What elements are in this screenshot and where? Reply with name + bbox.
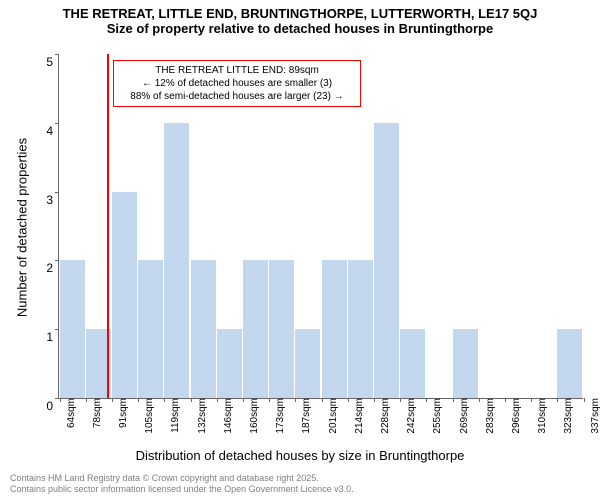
histogram-bar xyxy=(557,329,582,398)
x-tick-mark xyxy=(164,398,165,402)
x-tick-label: 214sqm xyxy=(352,398,365,434)
x-tick-mark xyxy=(60,398,61,402)
y-tick-mark xyxy=(55,260,59,261)
y-tick-label: 0 xyxy=(46,399,59,413)
y-tick-label: 3 xyxy=(46,193,59,207)
x-tick-mark xyxy=(453,398,454,402)
plot-area: THE RETREAT LITTLE END: 89sqm ← 12% of d… xyxy=(58,54,583,399)
x-tick-mark xyxy=(191,398,192,402)
histogram-bar xyxy=(400,329,425,398)
y-tick-mark xyxy=(55,329,59,330)
histogram-bar xyxy=(453,329,478,398)
x-tick-label: 132sqm xyxy=(195,398,208,434)
x-tick-mark xyxy=(322,398,323,402)
x-tick-label: 91sqm xyxy=(116,398,129,428)
x-tick-label: 78sqm xyxy=(90,398,103,428)
y-tick-mark xyxy=(55,398,59,399)
annotation-line-2: ← 12% of detached houses are smaller (3) xyxy=(120,77,354,90)
x-tick-label: 337sqm xyxy=(588,398,600,434)
histogram-bar xyxy=(348,260,373,398)
footer-attribution: Contains HM Land Registry data © Crown c… xyxy=(10,473,354,496)
x-tick-mark xyxy=(505,398,506,402)
footer-line-1: Contains HM Land Registry data © Crown c… xyxy=(10,473,354,485)
marker-annotation: THE RETREAT LITTLE END: 89sqm ← 12% of d… xyxy=(113,60,361,107)
y-tick-label: 4 xyxy=(46,124,59,138)
x-tick-label: 255sqm xyxy=(430,398,443,434)
subject-marker-line xyxy=(107,54,109,398)
x-tick-mark xyxy=(243,398,244,402)
chart-title: THE RETREAT, LITTLE END, BRUNTINGTHORPE,… xyxy=(0,0,600,21)
x-tick-label: 187sqm xyxy=(299,398,312,434)
histogram-bar xyxy=(269,260,294,398)
x-tick-mark xyxy=(531,398,532,402)
x-tick-label: 64sqm xyxy=(64,398,77,428)
x-tick-mark xyxy=(295,398,296,402)
histogram-bar xyxy=(191,260,216,398)
x-tick-label: 119sqm xyxy=(168,398,181,433)
x-tick-mark xyxy=(217,398,218,402)
x-tick-label: 160sqm xyxy=(247,398,260,434)
y-tick-mark xyxy=(55,123,59,124)
histogram-bar xyxy=(374,123,399,398)
x-tick-mark xyxy=(400,398,401,402)
x-tick-mark xyxy=(584,398,585,402)
x-tick-label: 283sqm xyxy=(483,398,496,434)
x-tick-mark xyxy=(269,398,270,402)
x-tick-mark xyxy=(86,398,87,402)
footer-line-2: Contains public sector information licen… xyxy=(10,484,354,496)
y-tick-label: 2 xyxy=(46,261,59,275)
y-tick-mark xyxy=(55,54,59,55)
x-tick-mark xyxy=(138,398,139,402)
x-tick-label: 228sqm xyxy=(378,398,391,434)
y-tick-label: 1 xyxy=(46,330,59,344)
x-tick-label: 105sqm xyxy=(142,398,155,434)
chart-subtitle: Size of property relative to detached ho… xyxy=(0,21,600,36)
x-tick-label: 242sqm xyxy=(404,398,417,434)
x-tick-label: 146sqm xyxy=(221,398,234,434)
histogram-bar xyxy=(138,260,163,398)
x-tick-label: 201sqm xyxy=(326,398,339,434)
annotation-line-3: 88% of semi-detached houses are larger (… xyxy=(120,90,354,103)
histogram-bar xyxy=(243,260,268,398)
y-tick-label: 5 xyxy=(46,55,59,69)
histogram-bar xyxy=(295,329,320,398)
histogram-bar xyxy=(322,260,347,398)
x-tick-mark xyxy=(112,398,113,402)
histogram-bar xyxy=(60,260,85,398)
x-tick-label: 296sqm xyxy=(509,398,522,434)
x-axis-label: Distribution of detached houses by size … xyxy=(0,448,600,463)
x-tick-mark xyxy=(426,398,427,402)
histogram-bar xyxy=(164,123,189,398)
x-tick-mark xyxy=(557,398,558,402)
y-axis-label: Number of detached properties xyxy=(15,128,30,328)
annotation-line-1: THE RETREAT LITTLE END: 89sqm xyxy=(120,64,354,77)
x-tick-label: 323sqm xyxy=(561,398,574,434)
x-tick-label: 310sqm xyxy=(535,398,548,434)
x-tick-label: 269sqm xyxy=(457,398,470,434)
histogram-bar xyxy=(217,329,242,398)
histogram-bar xyxy=(112,192,137,398)
chart-container: THE RETREAT, LITTLE END, BRUNTINGTHORPE,… xyxy=(0,0,600,500)
y-tick-mark xyxy=(55,192,59,193)
x-tick-mark xyxy=(479,398,480,402)
x-tick-mark xyxy=(374,398,375,402)
x-tick-label: 173sqm xyxy=(273,398,286,434)
x-tick-mark xyxy=(348,398,349,402)
